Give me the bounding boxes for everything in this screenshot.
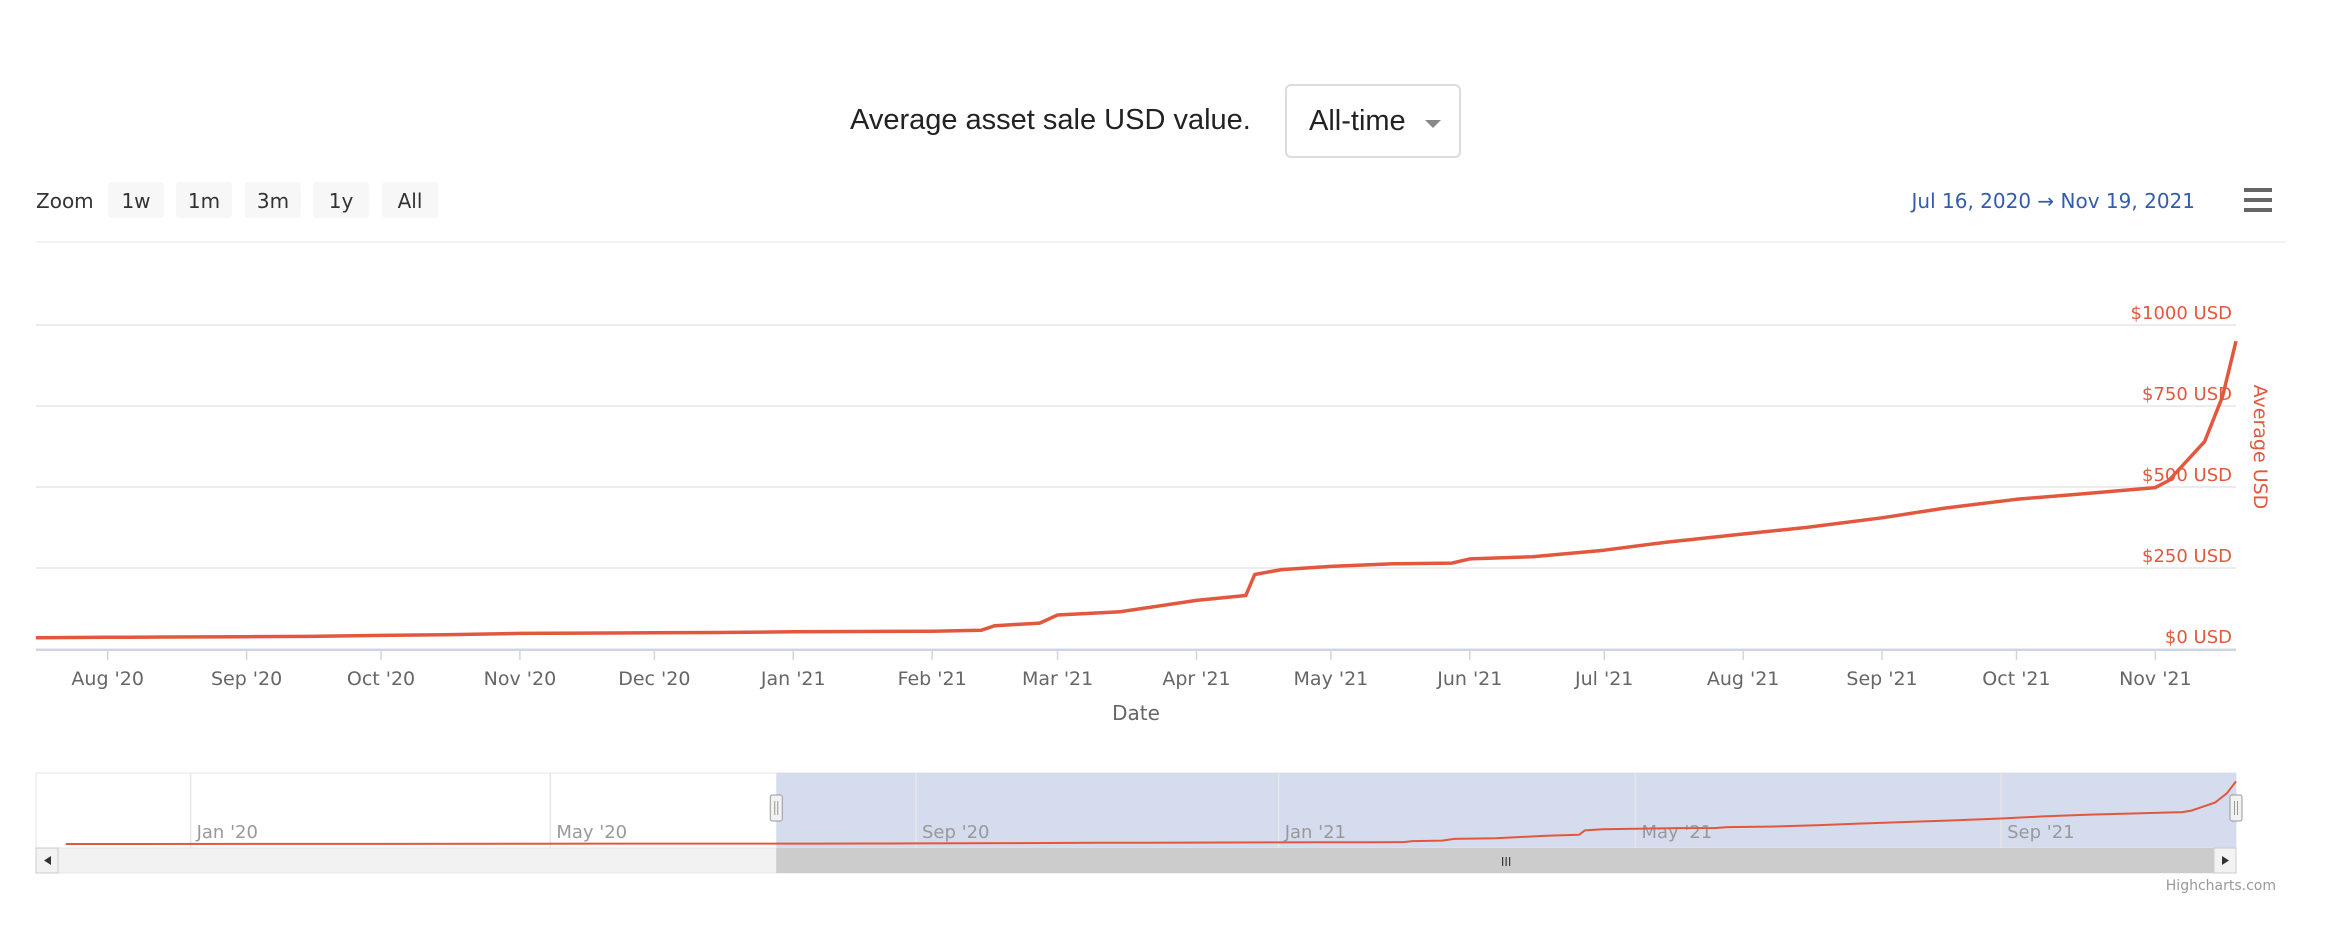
zoom-button-label[interactable]: All [398,189,423,213]
x-tick-label: Feb '21 [898,668,967,690]
x-tick-label: Jul '21 [1574,668,1633,690]
credits-link[interactable]: Highcharts.com [2166,878,2276,894]
range-readout: Jul 16, 2020 → Nov 19, 2021 [1910,189,2195,213]
hamburger-menu-icon[interactable] [2244,188,2272,192]
x-tick-label: Nov '21 [2119,668,2192,690]
scrollbar-grip-icon: III [1501,855,1512,869]
range-select-value: All-time [1309,105,1406,137]
x-tick-label: Jun '21 [1436,668,1502,690]
zoom-button-label[interactable]: 1y [329,189,354,213]
navigator-right-handle[interactable] [2229,794,2243,822]
navigator-tick-label: Sep '20 [922,822,990,843]
x-tick-label: Nov '20 [484,668,557,690]
range-select-dropdown[interactable]: All-time [1285,84,1461,158]
x-tick-label: Oct '20 [347,668,415,690]
y-tick-label: $250 USD [2142,546,2232,567]
y-axis-title: Average USD [2249,385,2271,510]
zoom-button-1y[interactable] [313,182,369,218]
chart-header: Average asset sale USD value. All-time [0,84,2328,160]
x-axis-title: Date [1112,701,1160,725]
zoom-button-label[interactable]: 1w [121,189,150,213]
zoom-button-label[interactable]: 3m [257,189,289,213]
hamburger-menu-icon[interactable] [2244,208,2272,212]
navigator-tick-label: Jan '20 [196,822,258,843]
x-tick-label: Oct '21 [1982,668,2050,690]
zoom-button-1m[interactable] [176,182,232,218]
y-tick-label: $500 USD [2142,465,2232,486]
navigator-left-handle[interactable] [769,794,783,822]
x-tick-label: Jan '21 [760,668,826,690]
navigator-selection-mask[interactable] [776,773,2236,848]
zoom-button-1w[interactable] [108,182,164,218]
y-tick-label: $1000 USD [2131,303,2232,324]
x-tick-label: May '21 [1294,668,1369,690]
zoom-button-All[interactable] [382,182,438,218]
x-tick-label: Apr '21 [1162,668,1230,690]
x-tick-label: Sep '20 [211,668,282,690]
arrow-left-icon [44,856,51,865]
x-tick-label: Dec '20 [618,668,690,690]
y-tick-label: $750 USD [2142,384,2232,405]
navigator-series-line [65,780,2237,845]
navigator-tick-label: Sep '21 [2007,822,2075,843]
zoom-button-3m[interactable] [245,182,301,218]
chevron-down-icon [1425,120,1441,128]
x-tick-label: Aug '21 [1707,668,1780,690]
scrollbar-thumb[interactable] [776,848,2236,873]
arrow-right-icon [2222,856,2229,865]
hamburger-menu-icon[interactable] [2244,198,2272,202]
navigator-tick-label: May '20 [556,822,627,843]
y-tick-label: $0 USD [2165,627,2232,648]
zoom-label: Zoom [36,189,94,213]
zoom-button-label[interactable]: 1m [188,189,220,213]
chart-title: Average asset sale USD value. [850,104,1251,136]
x-tick-label: Mar '21 [1022,668,1093,690]
series-line [35,340,2238,640]
x-tick-label: Aug '20 [71,668,144,690]
navigator-tick-label: Jan '21 [1284,822,1346,843]
navigator-tick-label: May '21 [1641,822,1712,843]
x-tick-label: Sep '21 [1846,668,1917,690]
